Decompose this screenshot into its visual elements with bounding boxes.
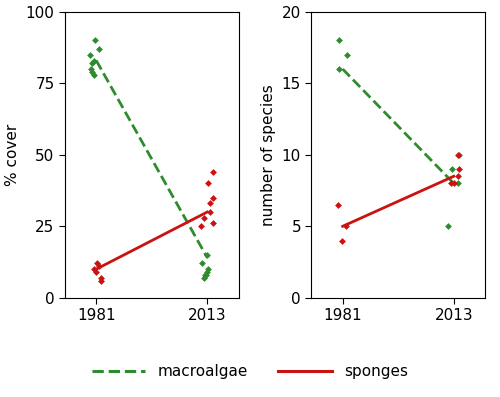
Point [202, 272, 209, 278]
Point [91, 37, 99, 44]
Point [202, 269, 210, 275]
Point [204, 180, 212, 187]
Point [338, 237, 346, 244]
Point [342, 223, 350, 229]
Point [335, 66, 343, 72]
Point [198, 260, 205, 267]
Point [88, 69, 96, 75]
Point [456, 166, 464, 172]
Point [454, 180, 462, 187]
Point [200, 214, 208, 221]
Point [209, 195, 217, 201]
Point [209, 169, 217, 175]
Point [95, 263, 103, 270]
Point [88, 66, 96, 72]
Point [95, 46, 103, 52]
Point [446, 180, 454, 187]
Point [454, 173, 462, 179]
Point [93, 260, 101, 267]
Point [334, 202, 342, 208]
Point [202, 252, 210, 258]
Point [88, 60, 96, 67]
Point [444, 223, 452, 229]
Point [204, 266, 212, 272]
Point [454, 152, 462, 158]
Point [448, 166, 456, 172]
Point [90, 57, 98, 64]
Point [450, 180, 458, 187]
Point [90, 266, 98, 272]
Point [336, 37, 344, 44]
Point [86, 52, 94, 58]
Point [97, 275, 105, 281]
Y-axis label: % cover: % cover [5, 124, 20, 186]
Point [97, 278, 105, 284]
Point [343, 52, 351, 58]
Point [209, 220, 217, 227]
Point [454, 152, 462, 158]
Point [198, 223, 205, 229]
Point [200, 275, 207, 281]
Point [90, 71, 98, 78]
Point [206, 200, 214, 206]
Point [92, 269, 100, 275]
Point [202, 272, 210, 278]
Point [206, 209, 214, 215]
Y-axis label: number of species: number of species [261, 84, 276, 226]
Legend: macroalgae, sponges: macroalgae, sponges [86, 358, 414, 385]
